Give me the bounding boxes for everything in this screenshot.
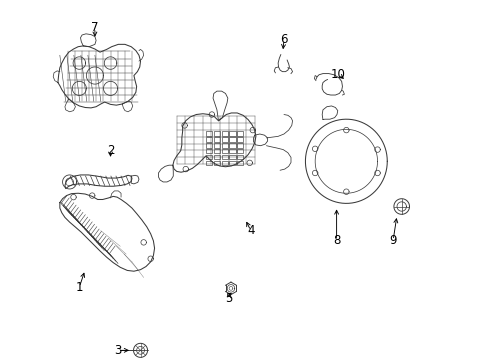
Bar	[214, 143, 220, 148]
Text: 4: 4	[247, 224, 255, 237]
Bar	[221, 143, 228, 148]
Bar	[206, 161, 212, 165]
Bar	[229, 161, 236, 165]
Bar	[229, 137, 236, 142]
Bar	[206, 137, 212, 142]
Text: 10: 10	[331, 68, 346, 81]
Bar	[229, 155, 236, 159]
Bar	[221, 161, 228, 165]
Text: 8: 8	[333, 234, 340, 247]
Bar	[237, 149, 244, 153]
Text: 9: 9	[390, 234, 397, 247]
Bar	[221, 131, 228, 136]
Bar	[214, 161, 220, 165]
Bar	[237, 161, 244, 165]
Bar	[237, 155, 244, 159]
Text: 3: 3	[115, 344, 122, 357]
Bar	[221, 155, 228, 159]
Text: 2: 2	[107, 144, 114, 157]
Text: 7: 7	[91, 22, 98, 35]
Bar	[237, 143, 244, 148]
Bar	[221, 137, 228, 142]
Bar	[206, 131, 212, 136]
Text: 6: 6	[280, 33, 288, 46]
Bar	[206, 155, 212, 159]
Bar	[206, 143, 212, 148]
Bar	[214, 149, 220, 153]
Bar	[221, 149, 228, 153]
Text: 5: 5	[225, 292, 232, 305]
Bar	[237, 137, 244, 142]
Bar	[237, 131, 244, 136]
Text: 1: 1	[75, 281, 83, 294]
Bar	[229, 131, 236, 136]
Bar	[214, 131, 220, 136]
Bar	[229, 143, 236, 148]
Bar	[206, 149, 212, 153]
Bar	[229, 149, 236, 153]
Bar	[214, 155, 220, 159]
Bar	[214, 137, 220, 142]
